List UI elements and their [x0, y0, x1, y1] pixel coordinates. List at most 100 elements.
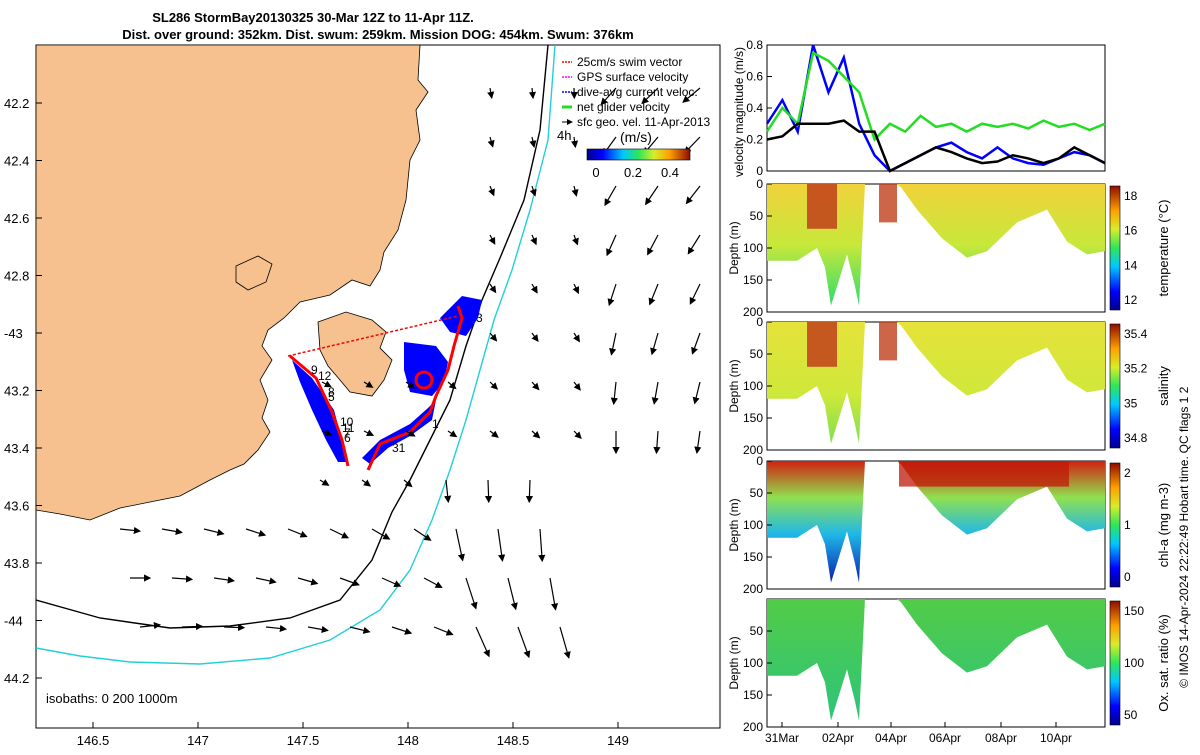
- section-colorbar-tick: 2: [1124, 466, 1131, 480]
- colorbar-tick-0: 0: [592, 165, 599, 180]
- section-y-tick-label: 100: [743, 379, 763, 393]
- velocity-y-label: velocity magnitude (m/s): [732, 47, 746, 177]
- section-y-tick-label: 200: [743, 582, 763, 596]
- map-x-tick-label: 147: [187, 733, 209, 748]
- time-x-tick-label: 02Apr: [822, 731, 854, 745]
- section-colorbar-label: Ox. sat. ratio (%): [1156, 614, 1171, 712]
- section-y-tick-label: 150: [743, 273, 763, 287]
- section-y-tick-label: 150: [743, 411, 763, 425]
- section-hot-patch: [899, 461, 1069, 487]
- velocity-y-tick-label: 0.4: [746, 101, 763, 115]
- section-y-tick-label: 200: [743, 720, 763, 734]
- section-colorbar-tick: 35: [1124, 396, 1138, 410]
- section-y-tick-label: 50: [750, 486, 764, 500]
- section-y-tick-label: 0: [756, 177, 763, 191]
- map-y-tick-label: 43.2: [4, 384, 29, 399]
- section-y-tick-label: 150: [743, 550, 763, 564]
- section-colorbar-tick: 0: [1124, 570, 1131, 584]
- time-x-tick-label: 04Apr: [875, 731, 907, 745]
- map-x-tick-label: 147.5: [287, 733, 320, 748]
- section-colorbar-tick: 35.2: [1124, 362, 1148, 376]
- sfc-velocity-arrow: [529, 480, 530, 502]
- section-colorbar-tick: 100: [1124, 656, 1144, 670]
- time-x-tick-label: 31Mar: [765, 731, 799, 745]
- legend-label: net glider velocity: [577, 100, 670, 114]
- map-x-tick-label: 148: [397, 733, 419, 748]
- section-colorbar-tick: 16: [1124, 224, 1138, 238]
- map-colorbar: [587, 149, 690, 160]
- track-label-31: 31: [392, 441, 406, 455]
- time-x-tick-label: 10Apr: [1040, 731, 1072, 745]
- velocity-y-tick-label: 0.2: [746, 133, 763, 147]
- legend-label: sfc geo. vel. 11-Apr-2013: [577, 115, 711, 129]
- section-y-label: Depth (m): [727, 636, 741, 689]
- section-y-label: Depth (m): [727, 359, 741, 412]
- qc-flags-label: QC flags 1 2: [1177, 386, 1191, 453]
- section-colorbar-label: salinity: [1156, 366, 1171, 406]
- map-y-tick-label: 42.8: [4, 269, 29, 284]
- map-x-tick-label: 148.5: [497, 733, 530, 748]
- section-colorbar: [1110, 463, 1120, 587]
- sfc-velocity-arrow: [182, 626, 202, 627]
- section-colorbar-tick: 1: [1124, 518, 1131, 532]
- track-label-6: 6: [344, 431, 351, 445]
- section-y-label: Depth (m): [727, 221, 741, 274]
- section-y-label: Depth (m): [727, 498, 741, 551]
- colorbar-title: (m/s): [620, 129, 652, 145]
- track-label-3: 3: [476, 311, 483, 325]
- section-y-tick-label: 100: [743, 241, 763, 255]
- sfc-velocity-arrow: [224, 627, 244, 628]
- section-colorbar-label: temperature (°C): [1156, 200, 1171, 297]
- section-y-tick-label: 50: [750, 347, 764, 361]
- section-colorbar-tick: 35.4: [1124, 327, 1148, 341]
- section-hot-patch: [807, 184, 837, 229]
- legend-label: 25cm/s swim vector: [577, 55, 682, 69]
- velocity-y-tick-label: 0.8: [746, 38, 763, 52]
- map-y-tick-label: -43: [4, 326, 23, 341]
- track-label-12: 12: [318, 369, 332, 383]
- section-hot-patch: [807, 322, 837, 367]
- map-y-tick-label: 42.2: [4, 96, 29, 111]
- colorbar-tick-2: 0.4: [661, 165, 679, 180]
- section-colorbar-tick: 150: [1124, 604, 1144, 618]
- section-hot-patch: [879, 322, 897, 360]
- time-x-tick-label: 06Apr: [929, 731, 961, 745]
- map-y-tick-label: 42.6: [4, 211, 29, 226]
- section-y-tick-label: 50: [750, 209, 764, 223]
- section-colorbar: [1110, 601, 1120, 725]
- section-colorbar-tick: 34.8: [1124, 431, 1148, 445]
- legend-label: dive-avg current veloc.: [577, 85, 698, 99]
- map-y-tick-label: 42.4: [4, 154, 29, 169]
- section-y-tick-label: 150: [743, 688, 763, 702]
- section-colorbar-tick: 12: [1124, 293, 1138, 307]
- figure-title-line1: SL286 StormBay20130325 30-Mar 12Z to 11-…: [152, 10, 474, 25]
- section-colorbar: [1110, 324, 1120, 448]
- section-y-tick-label: 0: [756, 454, 763, 468]
- legend-label: GPS surface velocity: [577, 70, 688, 84]
- map-y-tick-label: 43.8: [4, 556, 29, 571]
- track-label-9: 9: [311, 363, 318, 377]
- credit-label: © IMOS 14-Apr-2024 22:22:49 Hobart time.: [1177, 456, 1191, 688]
- map-y-tick-label: 43.4: [4, 441, 29, 456]
- section-colorbar-tick: 50: [1124, 708, 1138, 722]
- sfc-velocity-arrow: [488, 480, 489, 502]
- isobaths-label: isobaths: 0 200 1000m: [46, 691, 178, 706]
- section-colorbar-tick: 14: [1124, 258, 1138, 272]
- map-y-tick-label: -44: [4, 614, 23, 629]
- figure-title-line2: Dist. over ground: 352km. Dist. swum: 25…: [122, 27, 634, 42]
- section-y-tick-label: 0: [756, 315, 763, 329]
- map-x-tick-label: 149: [607, 733, 629, 748]
- map-y-tick-label: 43.6: [4, 499, 29, 514]
- section-colorbar: [1110, 186, 1120, 310]
- track-label-1: 1: [432, 417, 439, 431]
- velocity-plot-area: [767, 45, 1105, 171]
- time-x-tick-label: 08Apr: [985, 731, 1017, 745]
- map-x-tick-label: 146.5: [77, 733, 110, 748]
- section-hot-patch: [879, 184, 897, 222]
- track-label-5: 5: [328, 390, 335, 404]
